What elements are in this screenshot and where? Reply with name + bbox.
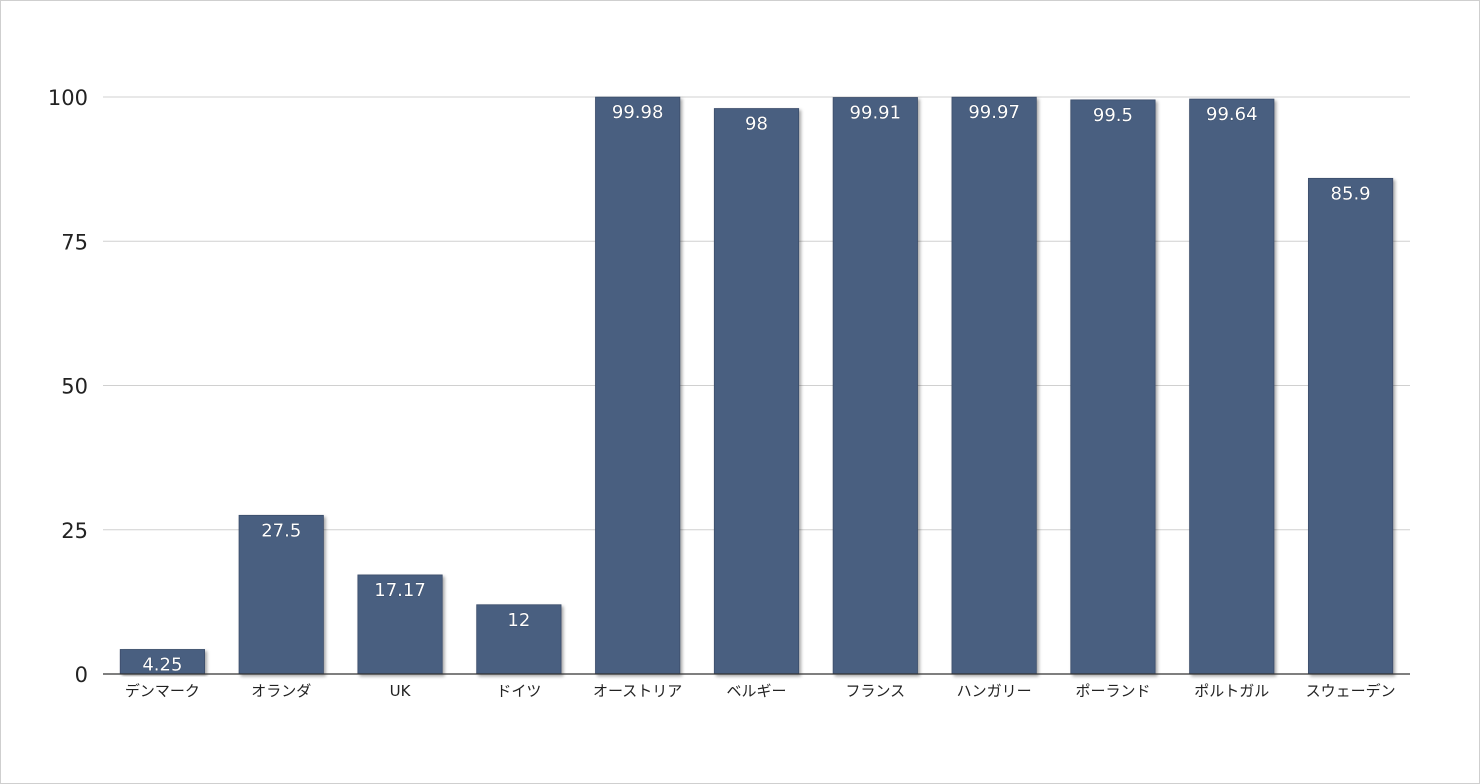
category-label: スウェーデン (1306, 682, 1396, 700)
y-tick-label: 100 (48, 86, 88, 110)
category-label: フランス (845, 682, 905, 700)
category-label: UK (390, 682, 412, 700)
bar (1070, 99, 1156, 675)
bar (238, 514, 324, 675)
data-label: 17.17 (374, 580, 426, 601)
category-label: オランダ (251, 682, 311, 700)
x-axis-categories: デンマーク オランダ UK ドイツ オーストリア ベルギー フランス ハンガリー ポーランド ポル… (125, 682, 1396, 700)
category-label: ベルギー (726, 682, 786, 700)
bar (951, 96, 1037, 675)
bar (1308, 177, 1394, 675)
data-label: 85.9 (1331, 183, 1371, 204)
data-labels: 4.25 27.5 17.17 12 99.98 98 99.91 99.97 99.5 99.6… (142, 102, 1371, 676)
data-label: 27.5 (261, 520, 301, 541)
data-label: 98 (745, 114, 768, 135)
bars (119, 96, 1394, 675)
category-label: ポーランド (1075, 682, 1150, 700)
category-label: デンマーク (125, 682, 200, 700)
category-label: ハンガリー (957, 682, 1032, 700)
bar (595, 96, 681, 675)
data-label: 99.98 (612, 102, 664, 123)
bar (1189, 98, 1275, 675)
y-tick-label: 0 (75, 663, 88, 687)
data-label: 99.91 (850, 103, 902, 124)
y-tick-label: 25 (61, 519, 88, 543)
bar (476, 604, 562, 675)
y-axis-ticks: 0 25 50 75 100 (48, 86, 88, 687)
data-label: 99.5 (1093, 105, 1133, 126)
data-label: 12 (507, 610, 530, 631)
category-label: オーストリア (593, 682, 682, 700)
y-tick-label: 50 (61, 375, 88, 399)
y-tick-label: 75 (61, 230, 88, 254)
bar (713, 108, 800, 675)
bar (357, 574, 443, 675)
data-label: 99.97 (968, 102, 1020, 123)
data-label: 99.64 (1206, 104, 1258, 125)
bar (832, 97, 918, 675)
category-label: ポルトガル (1194, 682, 1269, 700)
data-label: 4.25 (142, 654, 182, 675)
category-label: ドイツ (496, 682, 541, 700)
